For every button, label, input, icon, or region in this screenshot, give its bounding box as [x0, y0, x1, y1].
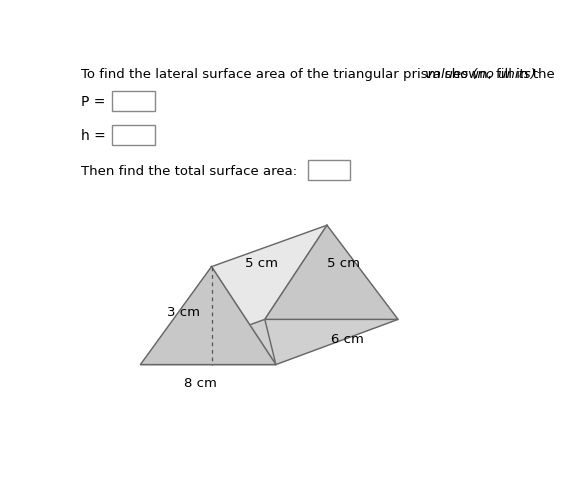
Text: 8 cm: 8 cm: [184, 376, 217, 389]
FancyBboxPatch shape: [308, 161, 350, 181]
Text: 3 cm: 3 cm: [167, 305, 200, 319]
Text: 5 cm: 5 cm: [245, 257, 278, 270]
Polygon shape: [140, 320, 398, 365]
Text: values (no units):: values (no units):: [425, 68, 540, 81]
Text: To find the lateral surface area of the triangular prism shown, fill in the: To find the lateral surface area of the …: [80, 68, 559, 81]
FancyBboxPatch shape: [112, 92, 155, 112]
Polygon shape: [265, 226, 398, 320]
FancyBboxPatch shape: [112, 125, 155, 146]
Text: P =: P =: [80, 95, 105, 109]
Text: h =: h =: [80, 129, 105, 142]
Text: Then find the total surface area:: Then find the total surface area:: [80, 165, 297, 178]
Text: 6 cm: 6 cm: [331, 332, 364, 345]
Polygon shape: [211, 226, 327, 365]
Polygon shape: [140, 267, 276, 365]
Text: 5 cm: 5 cm: [327, 257, 360, 270]
